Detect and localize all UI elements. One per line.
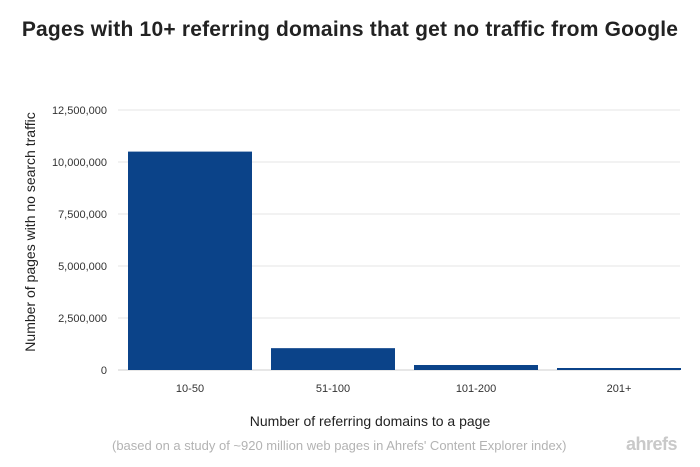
footnote: (based on a study of ~920 million web pa… xyxy=(112,438,567,453)
y-axis-ticks: 0 2,500,000 5,000,000 7,500,000 10,000,000 12… xyxy=(52,105,107,377)
x-axis-label: Number of referring domains to a page xyxy=(250,413,491,429)
y-tick-label: 12,500,000 xyxy=(52,105,107,117)
y-axis-label: Number of pages with no search traffic xyxy=(22,112,38,351)
y-tick-label: 2,500,000 xyxy=(58,313,107,325)
bars xyxy=(128,151,681,370)
x-tick-label: 10-50 xyxy=(176,383,204,395)
bar-51-100 xyxy=(271,348,395,370)
bar-101-200 xyxy=(414,365,538,370)
y-tick-label: 0 xyxy=(101,365,107,377)
ahrefs-logo: ahrefs xyxy=(626,434,678,454)
y-tick-label: 10,000,000 xyxy=(52,157,107,169)
x-tick-label: 51-100 xyxy=(316,383,350,395)
x-tick-label: 201+ xyxy=(607,383,632,395)
x-tick-label: 101-200 xyxy=(456,383,496,395)
x-axis-ticks: 10-50 51-100 101-200 201+ xyxy=(176,383,631,395)
y-tick-label: 5,000,000 xyxy=(58,261,107,273)
bar-10-50 xyxy=(128,151,252,370)
chart-title: Pages with 10+ referring domains that ge… xyxy=(21,18,679,41)
bar-201+ xyxy=(557,368,681,370)
y-tick-label: 7,500,000 xyxy=(58,209,107,221)
